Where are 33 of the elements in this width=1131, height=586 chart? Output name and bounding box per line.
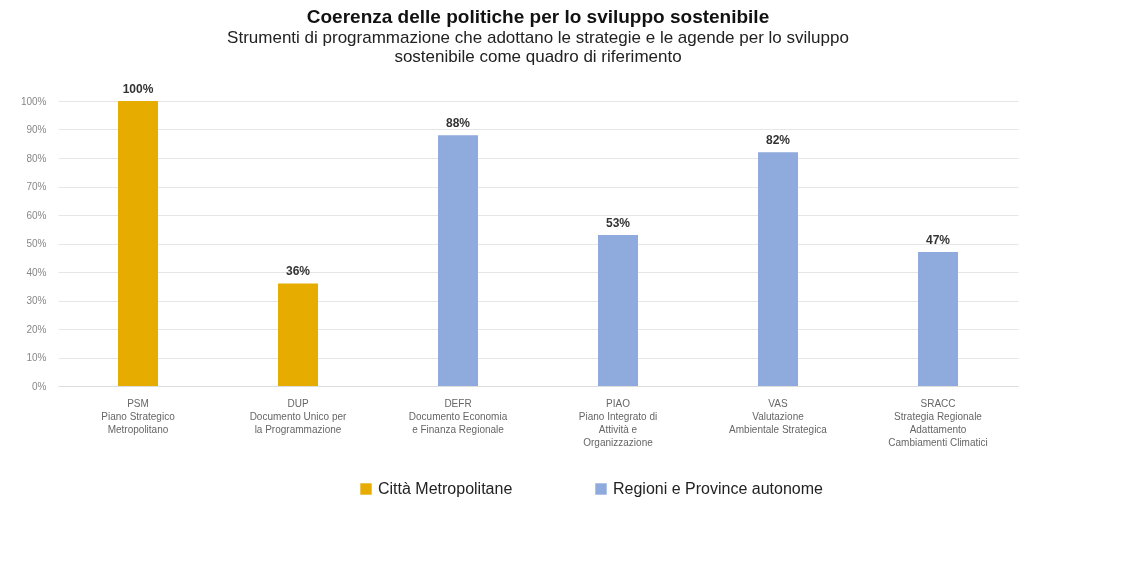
- x-tick-label: VAS Valutazione Ambientale Strategica: [729, 397, 828, 435]
- bar: [118, 101, 158, 386]
- data-label: 53%: [605, 215, 631, 230]
- x-tick-label: SRACC Strategia Regionale Adattamento Cambiamenti Climatici: [888, 397, 988, 448]
- data-label: 100%: [122, 82, 154, 96]
- chart-subtitle: Strumenti di programmazione che adottano le strategie e le agende per lo sviluppo sostenibile come quadro di riferimento: [227, 28, 849, 66]
- bar: [278, 283, 318, 386]
- y-tick-label: 100%: [20, 95, 47, 107]
- y-tick-label: 80%: [26, 152, 47, 164]
- bar: [598, 234, 638, 386]
- y-tick-label: 70%: [26, 181, 47, 192]
- y-tick-label: 30%: [26, 295, 47, 306]
- x-tick-label: DUP Documento Unico per la Programmazione: [249, 397, 348, 435]
- bar: [758, 152, 798, 386]
- data-label: 47%: [925, 233, 951, 248]
- y-tick-label: 60%: [26, 209, 47, 221]
- chart-title: Coerenza delle politiche per lo sviluppo sostenibile: [306, 6, 770, 27]
- x-tick-label: PSM Piano Strategico Metropolitano: [101, 397, 176, 435]
- bar: [918, 252, 958, 386]
- y-tick-label: 20%: [26, 323, 47, 335]
- y-tick-label: 10%: [26, 352, 47, 363]
- y-tick-label: 40%: [26, 266, 47, 278]
- data-label: 36%: [285, 264, 311, 279]
- data-label: 88%: [445, 116, 471, 131]
- x-tick-label: DEFR Documento Economia e Finanza Regionale: [408, 397, 508, 435]
- y-tick-label: 90%: [26, 124, 47, 135]
- legend-label: Città Metropolitane: [378, 480, 513, 497]
- y-tick-label: 0%: [32, 380, 47, 392]
- data-label: 82%: [765, 133, 791, 148]
- bar: [438, 135, 478, 386]
- legend-label: Regioni e Province autonome: [613, 480, 824, 497]
- y-tick-label: 50%: [26, 238, 47, 249]
- x-tick-label: PIAO Piano Integrato di Attività e Organizzazione: [578, 397, 658, 448]
